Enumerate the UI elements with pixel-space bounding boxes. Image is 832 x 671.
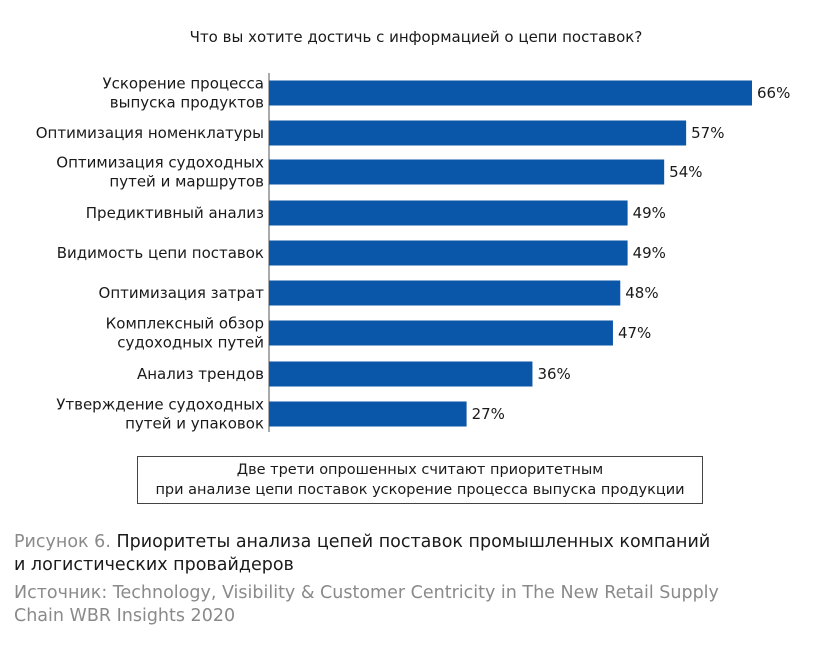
category-label: путей и маршрутов bbox=[109, 173, 264, 191]
callout-box: Две трети опрошенных считают приоритетны… bbox=[137, 456, 703, 504]
value-label: 57% bbox=[691, 124, 724, 142]
category-label: судоходных путей bbox=[117, 334, 264, 352]
value-label: 54% bbox=[669, 163, 702, 181]
figure-label: Рисунок 6. bbox=[14, 532, 111, 552]
value-label: 49% bbox=[633, 244, 666, 262]
bar bbox=[269, 120, 687, 146]
category-label: Ускорение процесса bbox=[102, 75, 264, 93]
category-label: Оптимизация судоходных bbox=[56, 154, 264, 172]
chart-title: Что вы хотите достичь с информацией о це… bbox=[189, 28, 643, 46]
bar bbox=[269, 240, 628, 266]
bar bbox=[269, 401, 467, 427]
figure-title-line-2: и логистических провайдеров bbox=[14, 555, 294, 575]
bar bbox=[269, 80, 752, 106]
callout-line-2: при анализе цепи поставок ускорение проц… bbox=[155, 482, 685, 498]
bar bbox=[269, 361, 533, 387]
value-label: 48% bbox=[625, 284, 658, 302]
source-line-2: Chain WBR Insights 2020 bbox=[14, 606, 236, 626]
bar bbox=[269, 200, 628, 226]
callout-line-1: Две трети опрошенных считают приоритетны… bbox=[236, 462, 604, 478]
category-label: Предиктивный анализ bbox=[86, 204, 264, 222]
value-label: 27% bbox=[472, 405, 505, 423]
figure-caption: Рисунок 6. Приоритеты анализа цепей пост… bbox=[14, 531, 814, 577]
category-label: Оптимизация затрат bbox=[99, 284, 265, 302]
category-label: Видимость цепи поставок bbox=[57, 244, 264, 262]
bar bbox=[269, 280, 621, 306]
value-label: 49% bbox=[633, 204, 666, 222]
bar bbox=[269, 159, 665, 185]
source-line-1: Источник: Technology, Visibility & Custo… bbox=[14, 583, 719, 603]
category-label: Комплексный обзор bbox=[106, 315, 264, 333]
value-label: 47% bbox=[618, 324, 651, 342]
figure-title-line-1: Приоритеты анализа цепей поставок промыш… bbox=[116, 532, 711, 552]
category-label: Оптимизация номенклатуры bbox=[36, 124, 264, 142]
value-label: 36% bbox=[537, 365, 570, 383]
source-note: Источник: Technology, Visibility & Custo… bbox=[14, 582, 814, 628]
category-label: Анализ трендов bbox=[137, 365, 264, 383]
category-label: путей и упаковок bbox=[125, 415, 264, 433]
value-label: 66% bbox=[757, 84, 790, 102]
category-label: выпуска продуктов bbox=[110, 94, 264, 112]
bar bbox=[269, 320, 613, 346]
category-label: Утверждение судоходных bbox=[56, 396, 264, 414]
